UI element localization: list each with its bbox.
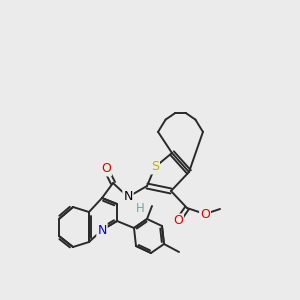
Text: N: N [97,224,107,236]
Text: N: N [123,190,133,203]
Text: O: O [173,214,183,227]
Text: O: O [200,208,210,220]
Text: H: H [136,202,144,214]
Text: O: O [101,163,111,176]
Text: S: S [151,160,159,173]
